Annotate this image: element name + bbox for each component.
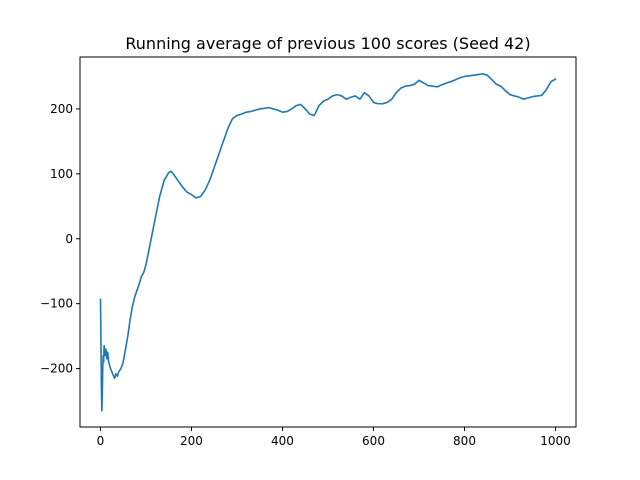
x-tick-label: 0 [97,434,105,448]
plot-frame [79,56,577,428]
x-axis: 0 200 400 600 800 1000 [97,427,571,448]
y-tick-label: 0 [65,232,73,246]
x-tick-label: 200 [180,434,203,448]
series-layer [99,73,557,412]
x-tick-label: 400 [271,434,294,448]
series-line [99,73,557,412]
y-tick-label: −200 [40,362,73,376]
y-axis: −200 −100 0 100 200 [40,102,80,376]
chart-title: Running average of previous 100 scores (… [125,34,530,53]
y-tick-label: 200 [50,102,73,116]
plot-area [79,56,577,428]
x-tick-label: 800 [453,434,476,448]
y-tick-label: 100 [50,167,73,181]
x-tick-label: 600 [362,434,385,448]
x-tick-label: 1000 [540,434,571,448]
y-tick-label: −100 [40,297,73,311]
